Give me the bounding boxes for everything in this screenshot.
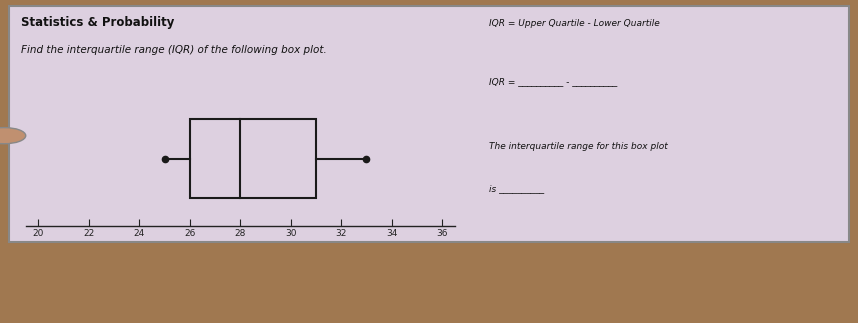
Bar bbox=[190, 119, 316, 198]
Text: Statistics & Probability: Statistics & Probability bbox=[21, 16, 175, 29]
Text: IQR = __________ - __________: IQR = __________ - __________ bbox=[489, 78, 617, 87]
Text: is __________: is __________ bbox=[489, 184, 544, 193]
Text: IQR = Upper Quartile - Lower Quartile: IQR = Upper Quartile - Lower Quartile bbox=[489, 19, 660, 28]
Text: The interquartile range for this box plot: The interquartile range for this box plo… bbox=[489, 142, 668, 151]
Text: Find the interquartile range (IQR) of the following box plot.: Find the interquartile range (IQR) of th… bbox=[21, 45, 327, 55]
